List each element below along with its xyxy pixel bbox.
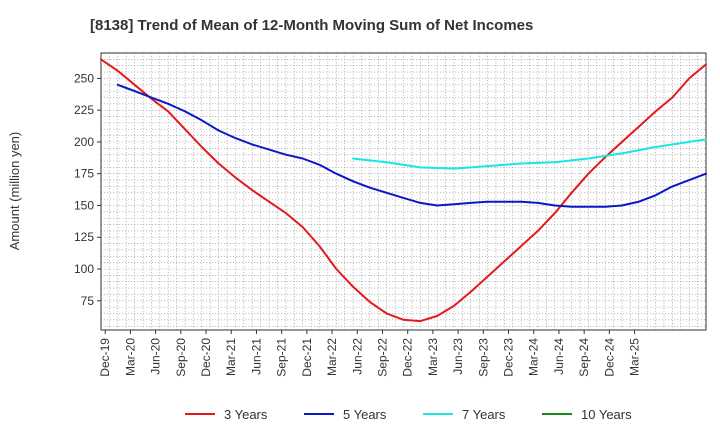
x-tick-label: Sep-24 — [577, 338, 591, 377]
x-tick-label: Sep-21 — [275, 338, 289, 377]
x-tick-label: Mar-23 — [426, 338, 440, 376]
x-tick-label: Jun-21 — [249, 338, 263, 375]
series-line-7-years — [352, 138, 707, 170]
x-tick-label: Dec-24 — [602, 338, 616, 377]
series-line-5-years — [116, 83, 707, 208]
x-tick-label: Sep-22 — [375, 338, 389, 377]
legend-label-10-years: 10 Years — [581, 407, 632, 422]
x-tick-label: Mar-20 — [123, 338, 137, 376]
legend-label-7-years: 7 Years — [462, 407, 506, 422]
y-tick-label: 250 — [74, 71, 94, 85]
x-tick-label: Sep-20 — [174, 338, 188, 377]
x-tick-label: Dec-19 — [98, 338, 112, 377]
x-tick-label: Jun-24 — [552, 338, 566, 375]
x-tick-label: Dec-21 — [300, 338, 314, 377]
x-tick-label: Mar-25 — [628, 338, 642, 376]
y-tick-label: 75 — [81, 294, 95, 308]
x-tick-label: Jun-22 — [350, 338, 364, 375]
x-tick-label: Dec-23 — [502, 338, 516, 377]
legend: 3 Years 5 Years 7 Years 10 Years — [185, 407, 632, 422]
x-tick-label: Jun-23 — [451, 338, 465, 375]
y-axis-label: Amount (million yen) — [7, 132, 22, 251]
x-tick-label: Mar-21 — [224, 338, 238, 376]
x-tick-label: Sep-23 — [476, 338, 490, 377]
x-tick-label: Mar-24 — [527, 338, 541, 376]
y-tick-label: 225 — [74, 103, 94, 117]
y-tick-label: 100 — [74, 262, 94, 276]
x-tick-label: Dec-22 — [401, 338, 415, 377]
y-tick-label: 200 — [74, 135, 94, 149]
y-tick-label: 175 — [74, 167, 94, 181]
y-tick-label: 125 — [74, 230, 94, 244]
legend-label-3-years: 3 Years — [224, 407, 268, 422]
series-line-3-years — [100, 58, 707, 323]
x-tick-label: Dec-20 — [199, 338, 213, 377]
y-tick-label: 150 — [74, 198, 94, 212]
x-tick-label: Mar-22 — [325, 338, 339, 376]
plot-frame — [100, 52, 707, 331]
legend-label-5-years: 5 Years — [343, 407, 387, 422]
chart-title: [8138] Trend of Mean of 12-Month Moving … — [90, 17, 533, 34]
x-tick-label: Jun-20 — [149, 338, 163, 375]
plot-area: 75 100 125 150 175 200 225 250 Dec-19 Mar-20 Jun-2… — [74, 52, 707, 377]
